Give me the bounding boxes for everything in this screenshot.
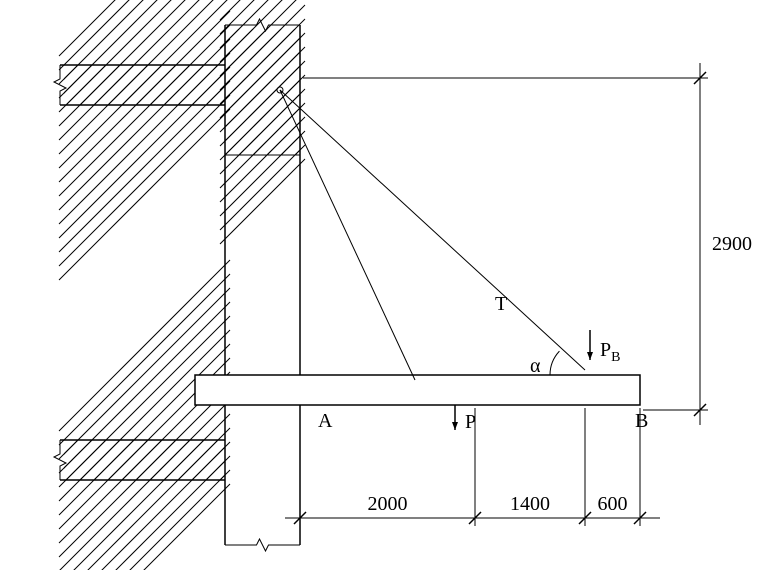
dim-h2: 1400 bbox=[510, 493, 550, 515]
engineering-diagram: A B P PB Tα 2000 1400 600 2900 bbox=[0, 0, 760, 570]
dim-h3: 600 bbox=[598, 493, 628, 515]
label-a: A bbox=[318, 410, 333, 432]
label-t: T bbox=[495, 293, 507, 315]
dim-v1: 2900 bbox=[712, 233, 752, 255]
dim-h1: 2000 bbox=[368, 493, 408, 515]
label-alpha: α bbox=[530, 355, 541, 377]
label-b: B bbox=[635, 410, 648, 432]
label-p: P bbox=[465, 411, 476, 433]
label-pe: PB bbox=[600, 339, 620, 365]
